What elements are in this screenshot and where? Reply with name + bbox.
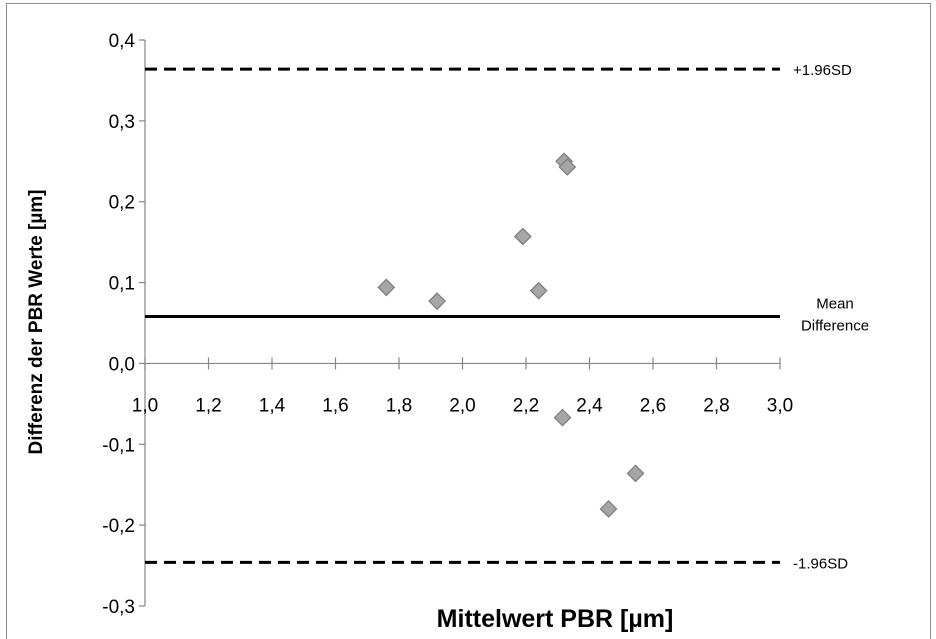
x-tick-label: 2,0	[449, 395, 475, 416]
data-point	[529, 281, 548, 300]
y-tick-label: 0,4	[109, 31, 136, 52]
x-tick-label: 2,6	[640, 395, 666, 416]
y-tick-label: 0,3	[109, 112, 135, 133]
data-point	[428, 292, 447, 311]
data-point	[553, 408, 572, 427]
mean-label: Mean	[816, 296, 854, 313]
data-point	[377, 278, 396, 297]
labels: Mean Difference +1.96SD -1.96SD	[793, 62, 869, 572]
x-tick-label: 1,4	[259, 395, 286, 416]
y-tick-label: -0,2	[102, 516, 135, 537]
mean-label: Difference	[801, 318, 869, 335]
y-tick-label: -0,3	[102, 597, 135, 618]
reference-lines	[145, 67, 780, 564]
data-point	[513, 227, 532, 246]
x-tick-label: 1,2	[195, 395, 221, 416]
x-tick-label: 1,0	[132, 395, 158, 416]
y-tick-label: 0,0	[109, 354, 135, 375]
x-tick-label: 3,0	[767, 395, 793, 416]
axes: 0,4 0,3 0,2 0,1 0,0 -0,1 -0,2 -0,3 1,0 1,2 1,4 1,6 1…	[102, 31, 793, 618]
y-tick-label: 0,1	[109, 274, 135, 295]
data-point	[599, 500, 618, 518]
y-axis-title: Differenz der PBR Werte [µm]	[26, 189, 47, 454]
x-axis-title: Mittelwert PBR [µm]	[437, 605, 674, 633]
y-tick-label: -0,1	[102, 435, 135, 456]
chart-frame	[6, 3, 931, 639]
data-point	[626, 464, 645, 483]
data-point	[558, 158, 577, 176]
y-tick-label: 0,2	[109, 193, 135, 214]
x-tick-label: 1,8	[386, 395, 412, 416]
upper-loa-label: +1.96SD	[793, 62, 852, 79]
x-tick-label: 2,2	[513, 395, 539, 416]
x-tick-label: 2,8	[703, 395, 729, 416]
lower-loa-label: -1.96SD	[793, 555, 848, 572]
x-tick-label: 2,4	[576, 395, 603, 416]
x-tick-label: 1,6	[322, 395, 348, 416]
data-points	[377, 152, 645, 518]
